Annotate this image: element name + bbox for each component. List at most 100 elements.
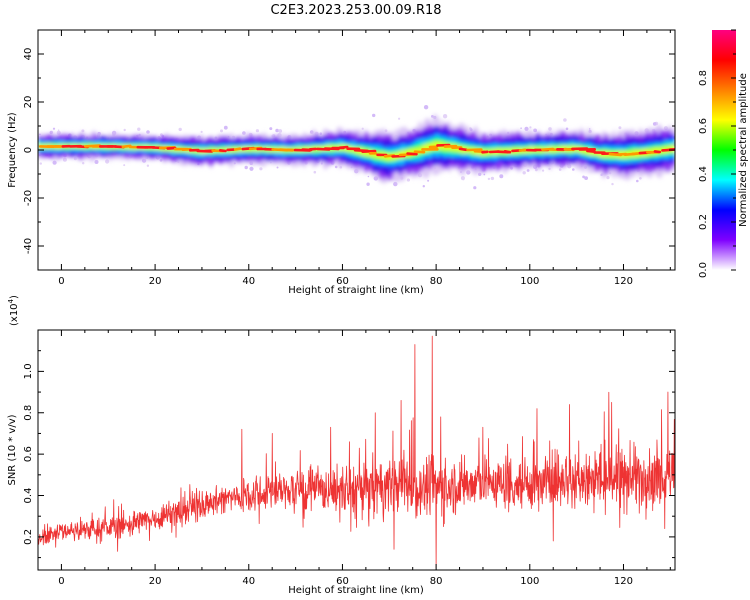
spectrogram-y-tick-label: -20 xyxy=(23,190,34,206)
spectrogram-speckle xyxy=(244,165,248,170)
spectrogram-speckle xyxy=(473,186,477,190)
spectrogram-speckle xyxy=(611,182,614,186)
spectrogram-speckle xyxy=(361,127,364,130)
snr-x-tick-label: 60 xyxy=(336,576,349,587)
spectrogram-ridge-mark xyxy=(413,150,426,154)
colorbar: 0.0 0.2 0.4 0.6 0.8 Normalized spectral ampl… xyxy=(698,29,749,278)
spectrogram-speckle xyxy=(223,125,228,130)
snr-y-tick-label: 0.6 xyxy=(23,446,34,462)
spectrogram-speckle xyxy=(57,129,60,131)
snr-series-line xyxy=(38,335,675,569)
colorbar-tick-label: 0.8 xyxy=(698,70,709,86)
spectrogram-x-tick-label: 100 xyxy=(520,276,539,287)
spectrogram-speckle xyxy=(123,164,126,167)
spectrogram-speckle xyxy=(137,127,141,131)
spectrogram-ridge-mark xyxy=(586,149,596,153)
spectrogram-speckle xyxy=(533,128,537,133)
spectrogram-x-tick-label: 80 xyxy=(430,276,443,287)
spectrogram-ridge-mark xyxy=(518,148,527,152)
spectrogram-speckle xyxy=(39,162,42,165)
figure-title: C2E3.2023.253.00.09.R18 xyxy=(270,3,441,18)
spectrogram-y-axis: -40 -20 0 20 40 xyxy=(23,29,675,271)
spectrogram-ridge-mark xyxy=(218,149,227,153)
spectrogram-heatmap xyxy=(38,105,675,190)
snr-x-label: Height of straight line (km) xyxy=(288,585,424,596)
spectrogram-ridge-mark xyxy=(361,149,377,153)
spectrogram-speckle xyxy=(276,166,279,169)
snr-y-axis: 0.2 0.4 0.6 0.8 1.0 xyxy=(23,350,675,559)
spectrogram-y-tick-label: 20 xyxy=(23,96,34,109)
spectrogram-speckle xyxy=(584,176,588,181)
spectrogram-speckle xyxy=(565,127,569,131)
spectrogram-speckle xyxy=(178,127,182,132)
colorbar-gradient xyxy=(712,30,736,270)
spectrogram-speckle xyxy=(572,168,575,171)
spectrogram-x-label: Height of straight line (km) xyxy=(288,285,424,296)
snr-background xyxy=(38,330,675,570)
spectrogram-speckle xyxy=(255,129,259,133)
spectrogram-x-axis: 0 20 40 60 80 100 120 xyxy=(37,30,671,287)
spectrogram-speckle xyxy=(56,130,61,135)
spectrogram-x-tick-label: 120 xyxy=(614,276,633,287)
spectrogram-speckle xyxy=(146,164,150,167)
snr-x-tick-label: 20 xyxy=(149,576,162,587)
spectrogram-speckle xyxy=(259,167,263,171)
spectrogram-ridge-mark xyxy=(458,147,468,152)
spectrogram-speckle xyxy=(105,159,110,164)
spectrogram-ridge xyxy=(38,143,675,158)
spectrogram-speckle xyxy=(249,166,254,171)
snr-y-tick-label: 0.2 xyxy=(23,529,34,545)
spectrogram-speckle xyxy=(522,171,526,175)
spectrogram-ridge-mark xyxy=(121,144,132,149)
spectrogram-speckle xyxy=(487,177,491,181)
spectrogram-speckle xyxy=(534,168,538,172)
spectrogram-x-tick-label: 40 xyxy=(242,276,255,287)
colorbar-label: Normalized spectral amplitude xyxy=(738,73,749,227)
snr-x-tick-label: 0 xyxy=(58,576,64,587)
spectrogram-x-tick-label: 20 xyxy=(149,276,162,287)
snr-y-tick-label: 0.4 xyxy=(23,488,34,504)
spectrogram-speckle xyxy=(406,178,410,182)
spectrogram-speckle xyxy=(460,176,465,181)
spectrogram-speckle xyxy=(313,170,317,174)
spectrogram-y-tick-label: -40 xyxy=(23,238,34,254)
spectrogram-speckle xyxy=(52,160,57,165)
spectrogram-speckle xyxy=(652,122,657,126)
spectrogram-speckle xyxy=(242,131,246,135)
snr-x-axis: 0 20 40 60 80 100 120 xyxy=(37,330,671,587)
snr-panel: 0 20 40 60 80 100 120 0.2 0.4 0.6 0.8 1.0 Height o… xyxy=(7,295,676,596)
snr-x-tick-label: 40 xyxy=(242,576,255,587)
spectrogram-y-tick-label: 0 xyxy=(23,147,34,153)
spectrogram-speckle xyxy=(220,129,223,133)
colorbar-tick-label: 0.6 xyxy=(698,118,709,134)
spectrogram-speckle xyxy=(422,185,425,188)
spectrogram-speckle xyxy=(442,114,448,119)
spectrogram-speckle xyxy=(606,176,610,180)
spectrogram-speckle xyxy=(526,169,530,172)
spectrogram-speckle xyxy=(52,127,56,130)
spectrogram-ridge-mark xyxy=(466,148,483,152)
spectrogram-speckle xyxy=(366,182,370,186)
spectrogram-speckle xyxy=(275,128,279,133)
spectrogram-y-tick-label: 40 xyxy=(23,48,34,61)
spectrogram-speckle xyxy=(62,157,67,162)
spectrogram-speckle xyxy=(200,130,203,133)
spectrogram-speckle xyxy=(558,168,562,171)
spectrogram-speckle xyxy=(542,169,545,172)
spectrogram-speckle xyxy=(372,113,376,118)
spectrogram-speckle xyxy=(529,126,532,129)
snr-y-unit: (x104) xyxy=(7,295,20,326)
spectrogram-speckle xyxy=(398,117,401,120)
spectrogram-speckle xyxy=(499,174,504,179)
colorbar-tick-label: 0.4 xyxy=(698,166,709,182)
colorbar-tick-label: 0.2 xyxy=(698,214,709,230)
spectrogram-speckle xyxy=(82,162,85,165)
snr-y-tick-label: 1.0 xyxy=(23,363,34,379)
snr-x-tick-label: 120 xyxy=(614,576,633,587)
spectrogram-speckle xyxy=(334,165,338,169)
snr-x-tick-label: 100 xyxy=(520,576,539,587)
spectrogram-x-tick-label: 0 xyxy=(58,276,64,287)
spectrogram-speckle xyxy=(319,132,323,135)
spectrogram-x-tick-label: 60 xyxy=(336,276,349,287)
spectrogram-speckle xyxy=(427,179,430,182)
